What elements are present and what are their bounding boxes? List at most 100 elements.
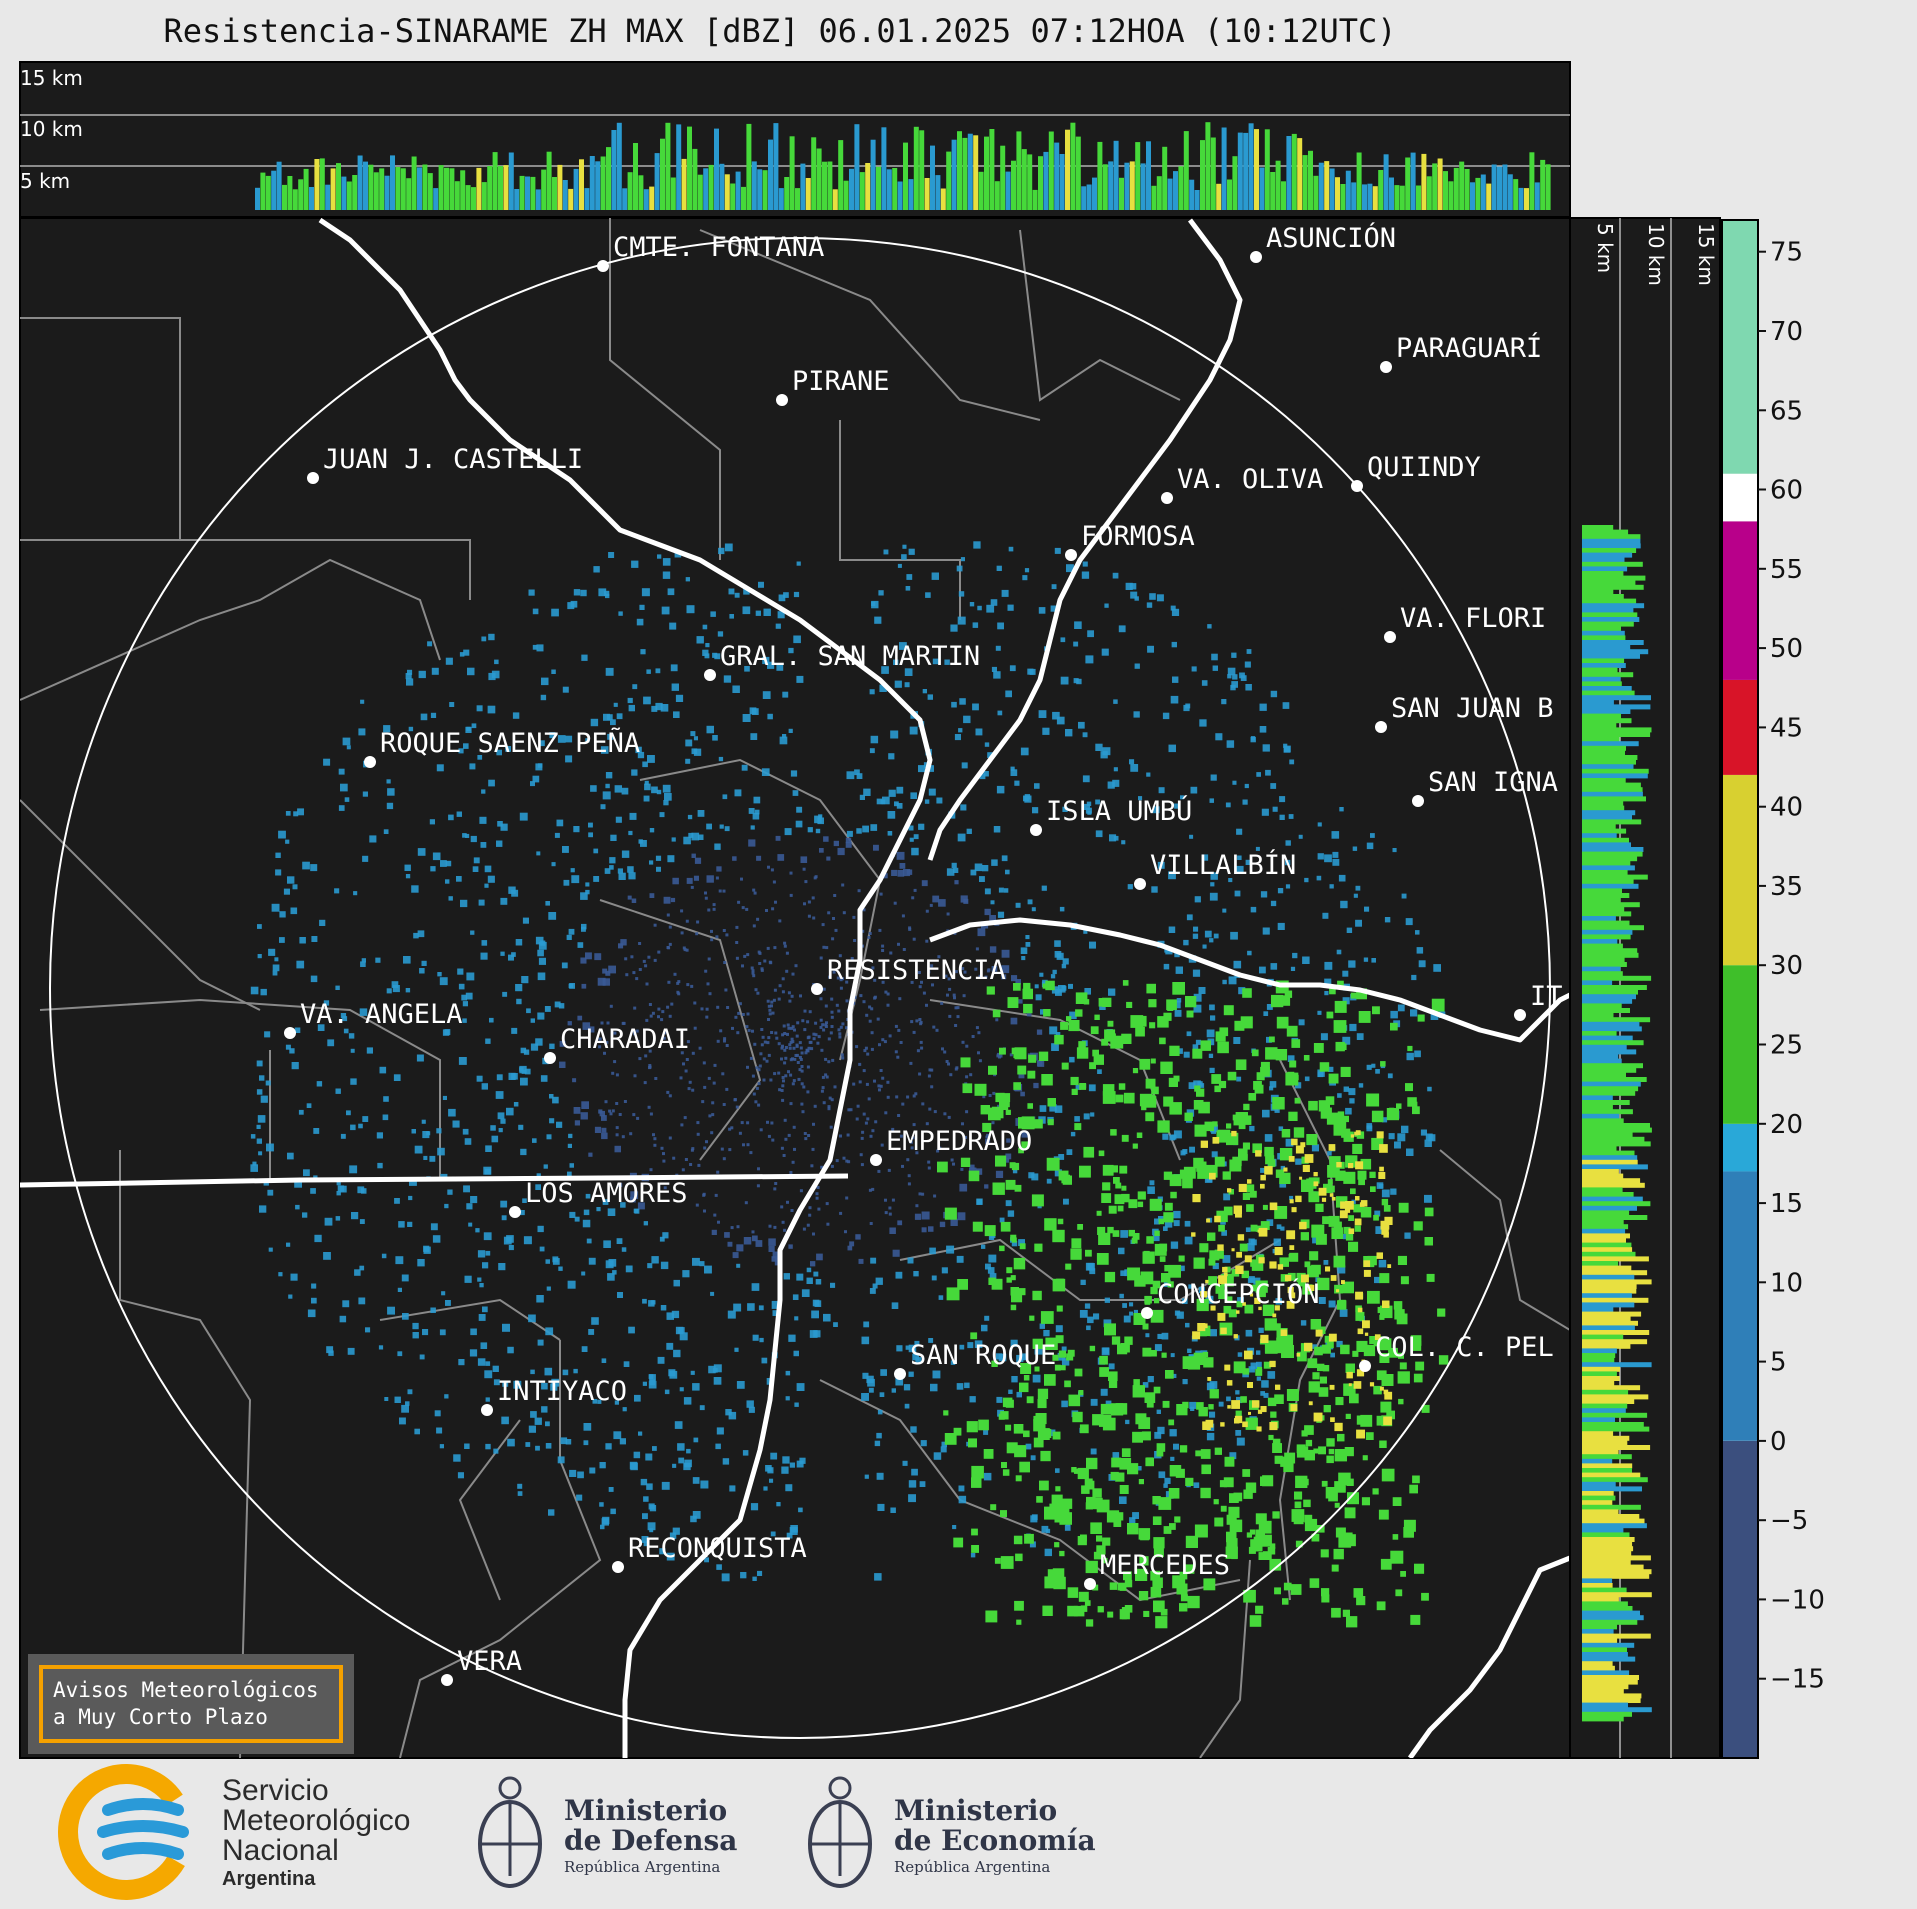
echo-weak-cell xyxy=(607,1208,616,1216)
echo-moderate-cell xyxy=(1005,1109,1011,1115)
profile-echo-column xyxy=(1178,166,1184,210)
echo-weak-cell xyxy=(1311,1144,1319,1152)
profile-echo-row xyxy=(1582,1366,1620,1372)
echo-weak-cell xyxy=(469,1349,478,1357)
profile-echo-row xyxy=(1582,833,1617,839)
profile-echo-row xyxy=(1582,1509,1619,1515)
echo-moderate-cell xyxy=(1203,1357,1214,1368)
profile-echo-column xyxy=(881,127,887,210)
profile-echo-row xyxy=(1582,1077,1647,1082)
echo-weak-cell xyxy=(1237,1352,1243,1357)
echo-moderate-cell xyxy=(1072,1411,1083,1423)
echo-weak-cell xyxy=(782,1079,785,1083)
echo-weak-cell xyxy=(896,1345,903,1352)
profile-echo-column xyxy=(1324,161,1330,210)
profile-echo-row xyxy=(1582,1408,1626,1414)
echo-strong-cell xyxy=(1356,1369,1365,1377)
echo-moderate-cell xyxy=(1060,1365,1066,1371)
echo-moderate-cell xyxy=(1274,1394,1284,1404)
echo-strong-cell xyxy=(1227,1188,1232,1193)
echo-weak-cell xyxy=(1259,703,1267,711)
echo-weak-cell xyxy=(1054,1105,1063,1113)
profile-echo-row xyxy=(1582,1514,1640,1519)
profile-echo-column xyxy=(1216,183,1222,210)
echo-weak-cell xyxy=(890,1507,896,1513)
echo-moderate-cell xyxy=(1094,1014,1100,1020)
echo-weak-cell xyxy=(645,1453,653,1461)
profile-echo-row xyxy=(1582,1251,1636,1257)
echo-moderate-cell xyxy=(1283,1461,1294,1473)
profile-echo-column xyxy=(827,161,833,210)
echo-weak-cell xyxy=(814,875,818,879)
echo-moderate-cell xyxy=(1168,1419,1175,1426)
echo-strong-cell xyxy=(1355,1130,1361,1136)
echo-weak-cell xyxy=(501,1215,507,1221)
profile-echo-column xyxy=(1167,178,1173,210)
echo-weak-cell xyxy=(708,1114,712,1118)
colorbar-tick-label: 5 xyxy=(1770,1348,1787,1378)
echo-weak-cell xyxy=(758,1064,762,1068)
echo-weak-cell xyxy=(1030,1455,1036,1461)
echo-weak-cell xyxy=(1154,1344,1162,1352)
echo-weak-cell xyxy=(405,874,411,879)
smn-line1: Servicio xyxy=(222,1774,329,1807)
echo-moderate-cell xyxy=(1265,1155,1275,1165)
echo-weak-cell xyxy=(585,952,592,960)
profile-echo-column xyxy=(1043,151,1049,210)
echo-weak-cell xyxy=(610,1508,616,1515)
echo-weak-cell xyxy=(545,901,550,906)
echo-weak-cell xyxy=(807,900,811,904)
profile-echo-column xyxy=(1281,181,1286,210)
echo-weak-cell xyxy=(464,1138,472,1145)
echo-weak-cell xyxy=(302,1212,308,1218)
echo-weak-cell xyxy=(800,1065,804,1068)
echo-moderate-cell xyxy=(1297,1351,1307,1362)
echo-weak-cell xyxy=(918,1072,922,1076)
echo-weak-cell xyxy=(752,1092,756,1096)
echo-weak-cell xyxy=(1358,1083,1364,1088)
echo-weak-cell xyxy=(949,1073,953,1077)
echo-weak-cell xyxy=(792,1294,799,1300)
profile-echo-column xyxy=(1524,188,1529,210)
echo-weak-cell xyxy=(1340,900,1348,909)
echo-weak-cell xyxy=(278,1272,283,1277)
echo-weak-cell xyxy=(498,1128,503,1133)
profile-echo-row xyxy=(1582,1491,1614,1496)
echo-moderate-cell xyxy=(1135,1026,1145,1037)
echo-weak-cell xyxy=(571,875,580,884)
profile-echo-row xyxy=(1582,1601,1628,1607)
profile-echo-column xyxy=(967,133,973,210)
echo-weak-cell xyxy=(360,961,366,967)
echo-weak-cell xyxy=(975,728,983,736)
echo-weak-cell xyxy=(766,946,770,950)
echo-weak-cell xyxy=(845,999,849,1003)
echo-weak-cell xyxy=(789,893,793,897)
echo-moderate-cell xyxy=(974,1083,987,1096)
echo-weak-cell xyxy=(1209,892,1218,901)
echo-weak-cell xyxy=(889,1227,896,1234)
echo-weak-cell xyxy=(741,764,748,771)
echo-weak-cell xyxy=(877,1503,885,1511)
echo-weak-cell xyxy=(1235,1390,1240,1395)
profile-echo-column xyxy=(670,177,676,210)
profile-echo-column xyxy=(687,126,692,210)
echo-moderate-cell xyxy=(1104,1271,1116,1283)
echo-moderate-cell xyxy=(1294,1097,1301,1104)
echo-moderate-cell xyxy=(1323,1183,1333,1194)
echo-moderate-cell xyxy=(1311,1533,1320,1542)
echo-weak-cell xyxy=(549,1043,555,1049)
echo-weak-cell xyxy=(637,751,645,759)
echo-weak-cell xyxy=(812,1232,815,1236)
echo-weak-cell xyxy=(480,952,488,960)
profile-echo-row xyxy=(1582,801,1624,806)
echo-weak-cell xyxy=(936,1149,940,1153)
profile-echo-column xyxy=(940,188,946,210)
echo-weak-cell xyxy=(712,735,718,741)
place-marker: SAN ROQUE xyxy=(894,1340,1056,1380)
echo-moderate-cell xyxy=(1400,1571,1406,1577)
echo-weak-cell xyxy=(666,946,670,949)
echo-weak-cell xyxy=(1024,795,1032,803)
echo-weak-cell xyxy=(938,899,946,907)
echo-weak-cell xyxy=(776,664,784,671)
echo-weak-cell xyxy=(1339,807,1344,812)
